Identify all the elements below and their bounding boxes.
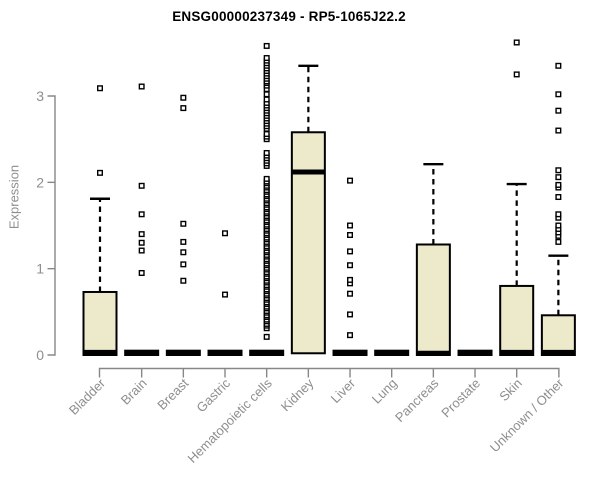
- outlier-point: [180, 277, 187, 284]
- outlier-point: [555, 194, 562, 201]
- x-category-label: Gastric: [193, 375, 233, 415]
- outlier-point: [347, 311, 354, 318]
- outlier-point: [263, 333, 270, 340]
- outlier-point: [347, 222, 354, 229]
- outlier-point: [138, 211, 145, 218]
- y-tick-label: 3: [36, 88, 44, 104]
- outlier-point: [555, 167, 562, 174]
- x-category-label: Skin: [496, 376, 524, 404]
- outlier-point: [96, 85, 103, 92]
- box-lung: [374, 349, 410, 357]
- y-tick-label: 1: [36, 261, 44, 277]
- outlier-point: [555, 174, 562, 181]
- outlier-point: [263, 96, 270, 103]
- outlier-point: [263, 149, 270, 156]
- outlier-point: [222, 230, 229, 237]
- x-category-label: Lung: [369, 376, 400, 407]
- x-category-label: Kidney: [278, 375, 317, 414]
- box-breast: [165, 94, 201, 357]
- outlier-point: [513, 39, 520, 46]
- outlier-point: [138, 239, 145, 246]
- outlier-point: [222, 291, 229, 298]
- outlier-point: [555, 91, 562, 98]
- y-tick-label: 0: [36, 347, 44, 363]
- box-liver: [332, 177, 368, 357]
- chart-title: ENSG00000237349 - RP5-1065J22.2: [172, 9, 406, 24]
- outlier-point: [555, 211, 562, 218]
- outlier-point: [555, 238, 562, 245]
- outlier-point: [347, 276, 354, 283]
- y-tick-label: 2: [36, 174, 44, 190]
- outlier-point: [555, 62, 562, 69]
- outlier-point: [180, 105, 187, 112]
- x-category-label: Liver: [328, 375, 359, 406]
- box-rect: [499, 284, 535, 357]
- outlier-point: [180, 249, 187, 256]
- box-rect: [415, 243, 451, 357]
- outlier-point: [347, 332, 354, 339]
- outlier-point: [513, 71, 520, 78]
- x-category-label: Prostate: [438, 376, 483, 421]
- box-brain: [124, 83, 160, 357]
- outlier-point: [138, 247, 145, 254]
- box-rect: [540, 314, 576, 357]
- outlier-point: [555, 222, 562, 229]
- outlier-point: [347, 290, 354, 297]
- box-prostate: [457, 349, 493, 357]
- x-category-label: Brain: [118, 376, 150, 408]
- outlier-point: [555, 127, 562, 134]
- x-category-label: Bladder: [66, 375, 109, 418]
- x-category-label: Pancreas: [392, 375, 442, 425]
- outlier-point: [347, 262, 354, 269]
- outlier-point: [347, 177, 354, 184]
- y-axis-line: [47, 95, 56, 356]
- box-rect: [82, 290, 118, 356]
- box-gastric: [207, 230, 243, 357]
- box-bladder: [82, 85, 118, 356]
- outlier-point: [138, 182, 145, 189]
- outlier-point: [180, 220, 187, 227]
- box-rect: [290, 131, 326, 355]
- box-pancreas: [415, 163, 451, 357]
- outlier-point: [263, 130, 270, 137]
- outlier-point: [347, 232, 354, 239]
- x-axis-line: [98, 367, 560, 378]
- outlier-point: [96, 169, 103, 176]
- outlier-point: [555, 107, 562, 114]
- outlier-point: [263, 55, 270, 62]
- outlier-point: [138, 231, 145, 238]
- outlier-point: [180, 261, 187, 268]
- outlier-point: [263, 175, 270, 182]
- box-kidney: [290, 64, 326, 355]
- outlier-point: [138, 83, 145, 90]
- outlier-point: [180, 94, 187, 101]
- x-category-label: Unknown / Other: [487, 375, 567, 455]
- box-skin: [499, 39, 535, 357]
- outlier-point: [555, 181, 562, 188]
- box-unknown-other: [540, 62, 576, 357]
- outlier-point: [347, 248, 354, 255]
- outlier-point: [263, 91, 270, 98]
- outlier-point: [263, 42, 270, 49]
- outlier-point: [138, 269, 145, 276]
- x-category-label: Breast: [154, 375, 191, 412]
- outlier-point: [180, 238, 187, 245]
- box-hematopoietic-cells: [249, 42, 285, 357]
